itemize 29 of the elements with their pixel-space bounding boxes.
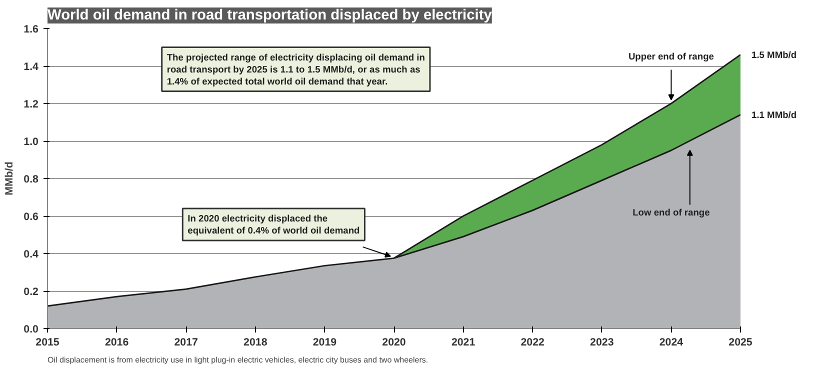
y-tick-label: 1.6 <box>24 24 39 36</box>
y-tick-label: 1.2 <box>24 98 39 110</box>
annotation: The projected range of electricity displacing oil demand in road transport by 2025 is 1.1 to 1.5 MMb/d, or as much as 1.4% of expected total world oil demand that year. <box>166 52 426 86</box>
chart-title: World oil demand in road transportation displaced by electricity <box>48 8 493 24</box>
annotation: Low end of range <box>632 207 710 218</box>
y-tick-label: 0.6 <box>24 211 39 223</box>
annotation: In 2020 electricity displaced the equivalent of 0.4% of world oil demand <box>188 214 360 236</box>
x-tick-label: 2019 <box>312 336 337 348</box>
x-tick-label: 2024 <box>659 336 684 348</box>
text: Oil displacement is from electricity use in light plug-in electric vehicles, electric city buses and two wheelers. <box>48 356 428 364</box>
x-tick-label: 2018 <box>244 336 268 348</box>
x-tick-label: 2022 <box>520 336 545 348</box>
y-tick-label: 0.2 <box>24 286 39 298</box>
y-tick-label: 0.8 <box>24 174 39 186</box>
y-tick-label: 1.4 <box>24 61 39 73</box>
annotation: 1.1 MMb/d <box>752 110 797 120</box>
x-tick-label: 2021 <box>451 336 476 348</box>
y-tick-label: 1.0 <box>24 136 39 148</box>
y-tick-label: 0.0 <box>24 324 39 336</box>
x-tick-label: 2023 <box>590 336 614 348</box>
y-tick-label: 0.4 <box>24 248 39 260</box>
x-tick-label: 2020 <box>382 336 406 348</box>
x-tick-label: 2015 <box>36 336 60 348</box>
x-tick-label: 2016 <box>104 336 129 348</box>
annotation: Upper end of range <box>628 52 714 62</box>
x-tick-label: 2017 <box>174 336 198 348</box>
annotation: 1.5 MMb/d <box>752 50 797 60</box>
x-tick-label: 2025 <box>728 336 752 348</box>
y-axis-title: MMb/d <box>4 162 16 196</box>
